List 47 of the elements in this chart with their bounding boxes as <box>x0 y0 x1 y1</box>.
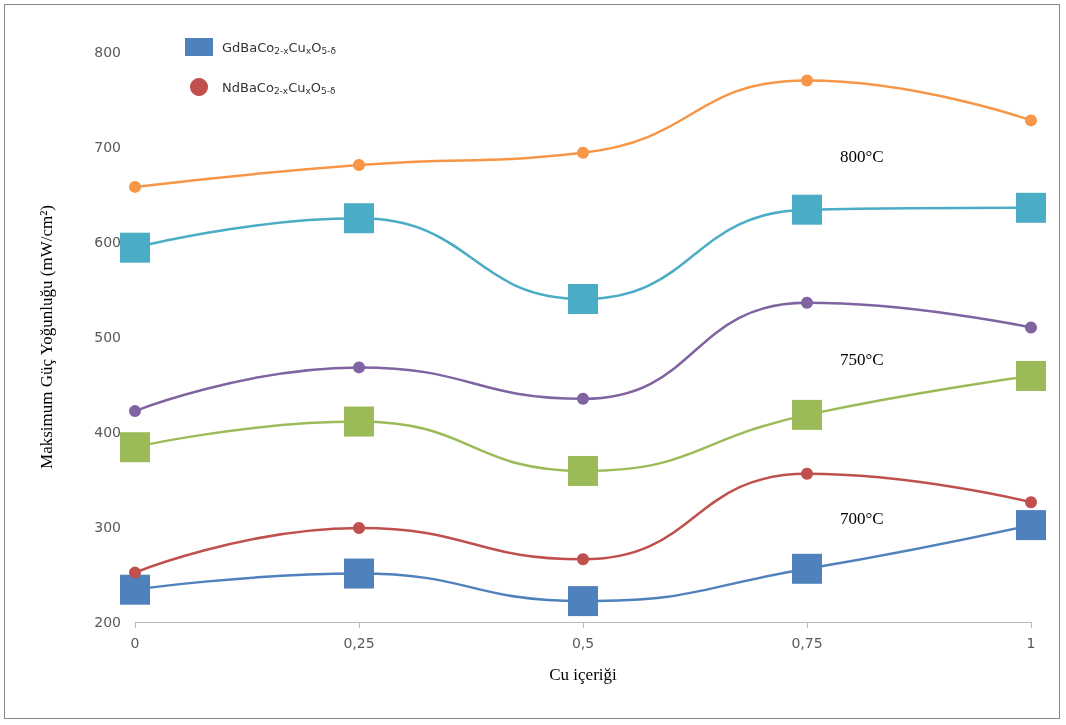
point <box>120 232 150 263</box>
point <box>353 521 365 534</box>
y-tick-label: 700 <box>94 139 121 155</box>
point <box>344 203 374 234</box>
point <box>568 455 598 486</box>
point <box>801 296 813 309</box>
point <box>120 574 150 605</box>
point <box>344 558 374 589</box>
annotation: 750°C <box>840 350 884 369</box>
y-tick-label: 500 <box>94 329 121 345</box>
y-axis-title: Maksimum Güç Yoğunluğu (mW/cm²) <box>37 205 56 469</box>
y-tick-label: 400 <box>94 424 121 440</box>
point <box>568 284 598 314</box>
point <box>801 467 813 480</box>
y-tick-label: 600 <box>94 234 121 250</box>
point <box>577 146 589 159</box>
point <box>1025 114 1037 127</box>
y-tick-label: 200 <box>94 614 121 630</box>
point <box>1016 360 1046 391</box>
point <box>353 159 365 172</box>
annotation: 700°C <box>840 509 884 528</box>
point <box>129 405 141 418</box>
point <box>1025 321 1037 334</box>
point <box>1016 192 1046 223</box>
point <box>792 194 822 225</box>
point <box>1025 496 1037 509</box>
y-tick-label: 800 <box>94 44 121 60</box>
point <box>129 566 141 579</box>
point <box>577 392 589 405</box>
point <box>568 586 598 617</box>
point <box>120 432 150 463</box>
point <box>1016 510 1046 541</box>
point <box>344 406 374 437</box>
x-tick-label: 0,25 <box>343 635 375 651</box>
annotation: 800°C <box>840 147 884 166</box>
x-tick-label: 1 <box>1026 635 1036 651</box>
x-axis-title: Cu içeriği <box>549 665 618 684</box>
point <box>792 399 822 430</box>
x-tick-label: 0,75 <box>791 635 823 651</box>
x-tick-label: 0 <box>130 635 140 651</box>
point <box>353 361 365 374</box>
point <box>129 180 141 193</box>
y-tick-label: 300 <box>94 519 121 535</box>
x-tick-label: 0,5 <box>571 635 595 651</box>
point <box>792 553 822 584</box>
point <box>801 74 813 87</box>
point <box>577 553 589 566</box>
